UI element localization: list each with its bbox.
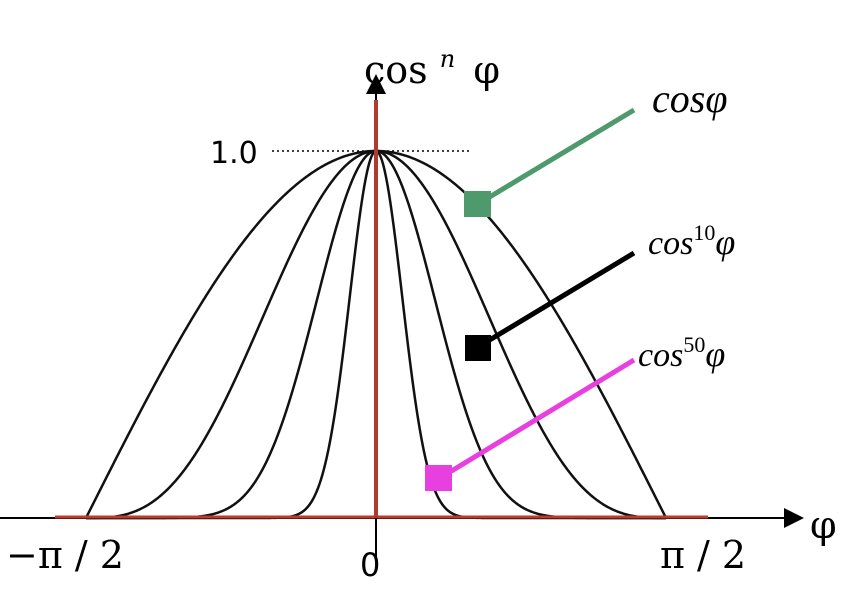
x-axis-label: φ [810,503,837,547]
callout-cos50-var: φ [705,334,725,374]
callout-cos10-marker [465,335,491,361]
callout-cos50-base: cos [638,337,683,374]
tick-x-center: 0 [360,546,380,584]
callout-cos1-base: cos [652,76,705,121]
tick-y-top: 1.0 [210,136,258,171]
y-axis-label-exponent: n [440,45,455,73]
y-axis-label-base: cos [364,48,428,92]
callout-cos50-label: cos50φ [638,332,725,374]
callout-cos1: cosφ [464,76,727,217]
callout-cos10: cos10φ [465,220,735,361]
callout-cos10-label: cos10φ [648,220,735,262]
y-axis-label-variable: φ [473,48,500,92]
tick-x-left: −π / 2 [6,533,124,577]
callout-cos10-leader [476,250,636,350]
callout-cos1-var: φ [705,76,727,121]
callout-cos1-label: cosφ [652,76,727,121]
callout-cos50-leader [438,357,636,481]
tick-x-right: π / 2 [660,533,746,577]
callout-cos1-leader [476,107,636,207]
y-axis-label: cos n φ [364,32,500,92]
callout-cos10-exponent: 10 [693,220,715,245]
callout-cos50-marker [425,465,452,491]
callout-cos10-var: φ [715,222,735,262]
callout-cos1-marker [464,191,491,217]
callout-cos50: cos50φ [425,332,725,491]
callout-cos10-base: cos [648,225,693,262]
callout-cos50-exponent: 50 [683,332,705,357]
